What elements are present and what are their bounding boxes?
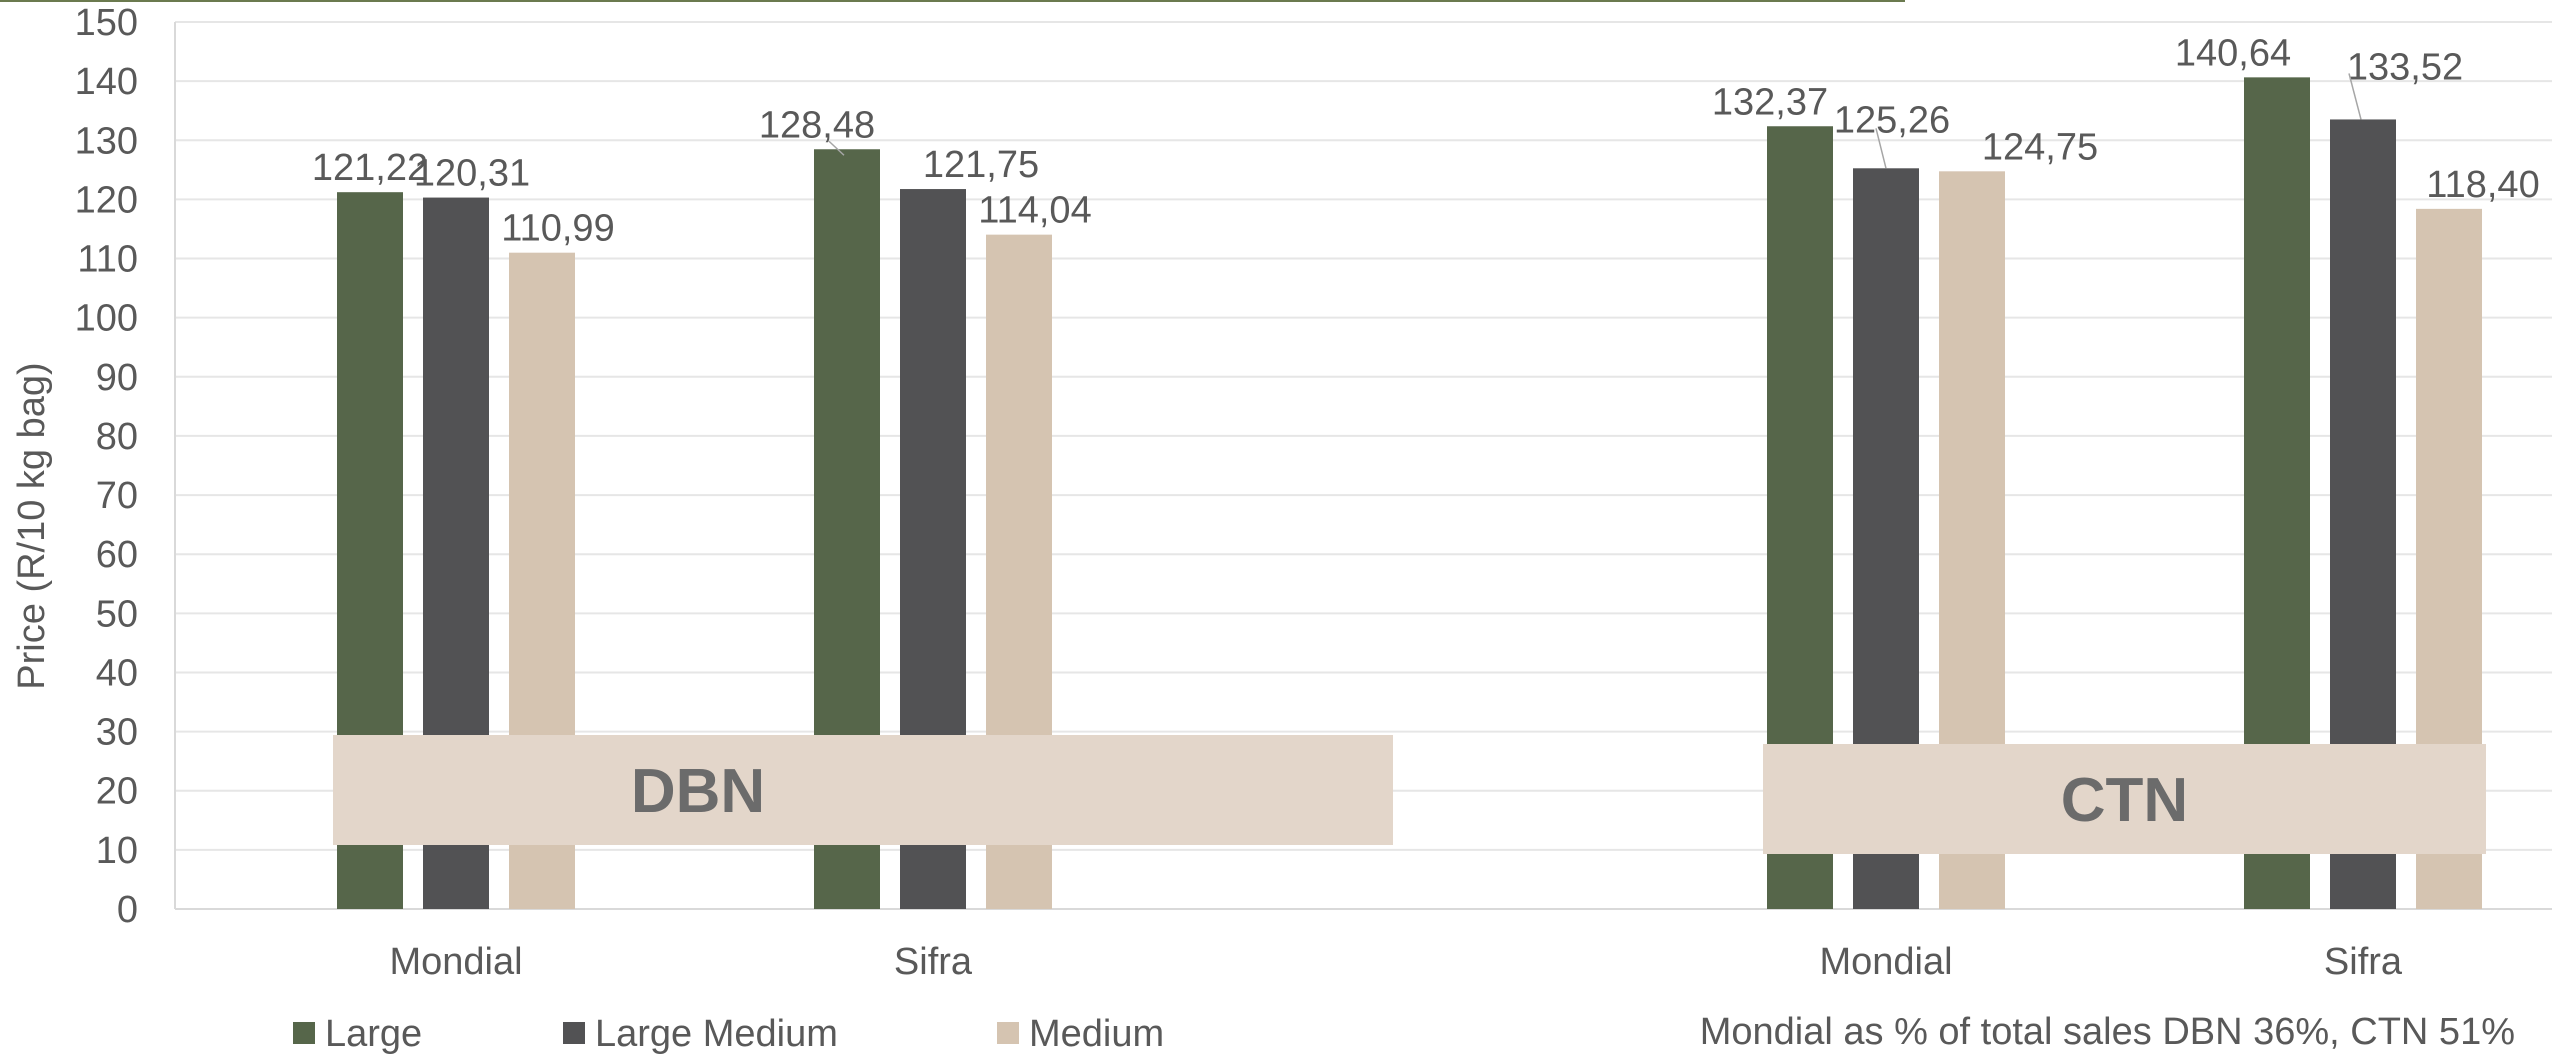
data-label: 140,64 [2175, 32, 2291, 74]
y-tick-label: 80 [96, 416, 138, 458]
y-tick-label: 90 [96, 357, 138, 399]
y-tick-label: 20 [96, 771, 138, 813]
y-tick-label: 30 [96, 712, 138, 754]
y-tick-label: 120 [75, 179, 138, 221]
data-label: 110,99 [501, 208, 614, 250]
legend-label: Large [325, 1013, 422, 1055]
y-tick-label: 100 [75, 298, 138, 340]
x-category-label: Mondial [389, 941, 522, 983]
group-label-box [1763, 744, 2486, 854]
x-category-label: Mondial [1819, 941, 1952, 983]
label-leader-line [1875, 128, 1887, 169]
y-tick-label: 60 [96, 534, 138, 576]
y-tick-label: 10 [96, 830, 138, 872]
legend-swatch [293, 1022, 315, 1044]
legend-swatch [997, 1022, 1019, 1044]
label-leader-line [2348, 73, 2362, 120]
y-tick-label: 70 [96, 475, 138, 517]
y-axis-title: Price (R/10 kg bag) [11, 362, 53, 689]
group-label: DBN [631, 757, 765, 826]
group-label: CTN [2061, 766, 2188, 835]
data-label: 125,26 [1834, 99, 1950, 141]
y-tick-label: 110 [77, 239, 138, 281]
data-label: 133,52 [2347, 46, 2463, 88]
chart-annotation: Mondial as % of total sales DBN 36%, CTN… [1700, 1011, 2515, 1053]
y-tick-label: 0 [117, 889, 138, 931]
data-label: 121,75 [923, 144, 1039, 186]
x-category-label: Sifra [894, 941, 973, 983]
data-label: 128,48 [759, 104, 875, 146]
data-label: 114,04 [978, 190, 1091, 232]
legend-label: Medium [1029, 1013, 1164, 1055]
y-tick-label: 40 [96, 652, 138, 694]
x-category-label: Sifra [2324, 941, 2403, 983]
data-label: 120,31 [414, 153, 530, 195]
group-labels: DBN CTN [333, 735, 2486, 854]
data-label: 118,40 [2426, 164, 2539, 206]
group-label-box [333, 735, 1393, 845]
data-label: 124,75 [1982, 126, 2098, 168]
legend: Large Large Medium Medium [293, 1013, 1164, 1055]
legend-swatch [563, 1022, 585, 1044]
axes: 0 10 20 30 40 50 60 70 80 90 100 110 120 130 140 150 Mon… [75, 2, 2552, 983]
legend-label: Large Medium [595, 1013, 838, 1055]
y-tick-label: 50 [96, 593, 138, 635]
label-leader-line [828, 140, 845, 156]
y-tick-label: 130 [75, 120, 138, 162]
y-tick-label: 140 [75, 61, 138, 103]
data-label: 121,22 [312, 147, 428, 189]
y-tick-label: 150 [75, 2, 138, 44]
data-label: 132,37 [1712, 81, 1828, 123]
